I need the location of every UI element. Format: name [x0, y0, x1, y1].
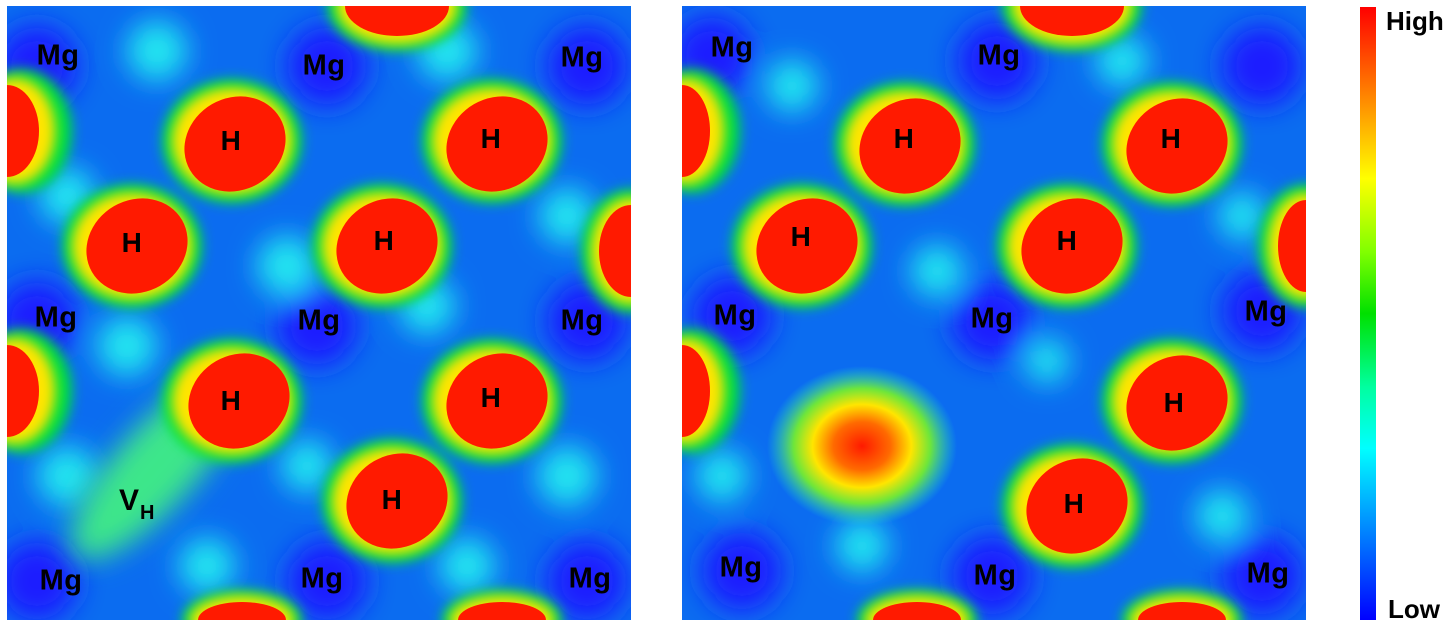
h-label: H	[1056, 225, 1078, 256]
vacancy-label: VH	[119, 484, 155, 524]
mg-label: Mg	[560, 304, 604, 337]
mg-label: Mg	[39, 564, 83, 597]
vacancy-blob	[767, 366, 957, 526]
h-pairs	[7, 6, 631, 620]
mg-label: Mg	[1246, 557, 1290, 590]
mg-label: Mg	[302, 49, 346, 82]
mg-label: Mg	[300, 562, 344, 595]
h-label: H	[121, 227, 143, 258]
h-label: H	[1063, 488, 1085, 519]
mg-label: Mg	[34, 301, 78, 334]
mg-label: Mg	[970, 302, 1014, 335]
h-label: H	[1160, 123, 1182, 154]
color-scale-bar	[1360, 7, 1376, 620]
background-texture	[682, 16, 1302, 616]
mg-label: Mg	[568, 562, 612, 595]
mg-label: Mg	[297, 304, 341, 337]
mg-label: Mg	[973, 559, 1017, 592]
h-label: H	[790, 221, 812, 252]
h-label: H	[220, 385, 242, 416]
colorbar-high-label: High	[1386, 6, 1444, 36]
mg-label: Mg	[977, 39, 1021, 72]
h-label: H	[480, 123, 502, 154]
density-map-right-image	[682, 6, 1306, 620]
h-label: H	[480, 382, 502, 413]
mg-label: Mg	[560, 41, 604, 74]
h-label: H	[220, 125, 242, 156]
h-label: H	[893, 123, 915, 154]
mg-label: Mg	[1244, 295, 1288, 328]
mg-label: Mg	[719, 551, 763, 584]
h-label: H	[1163, 387, 1185, 418]
density-map-right: Mg Mg Mg Mg Mg Mg Mg Mg H H H H H H	[682, 6, 1306, 620]
colorbar-low-label: Low	[1388, 594, 1440, 624]
h-pairs	[682, 6, 1306, 620]
density-map-left-image	[7, 6, 631, 620]
density-map-left: Mg Mg Mg Mg Mg Mg Mg Mg Mg H H H H H H H…	[7, 6, 631, 620]
mg-label: Mg	[36, 39, 80, 72]
h-label: H	[381, 484, 403, 515]
mg-label: Mg	[710, 31, 754, 64]
h-label: H	[373, 225, 395, 256]
mg-label: Mg	[713, 299, 757, 332]
